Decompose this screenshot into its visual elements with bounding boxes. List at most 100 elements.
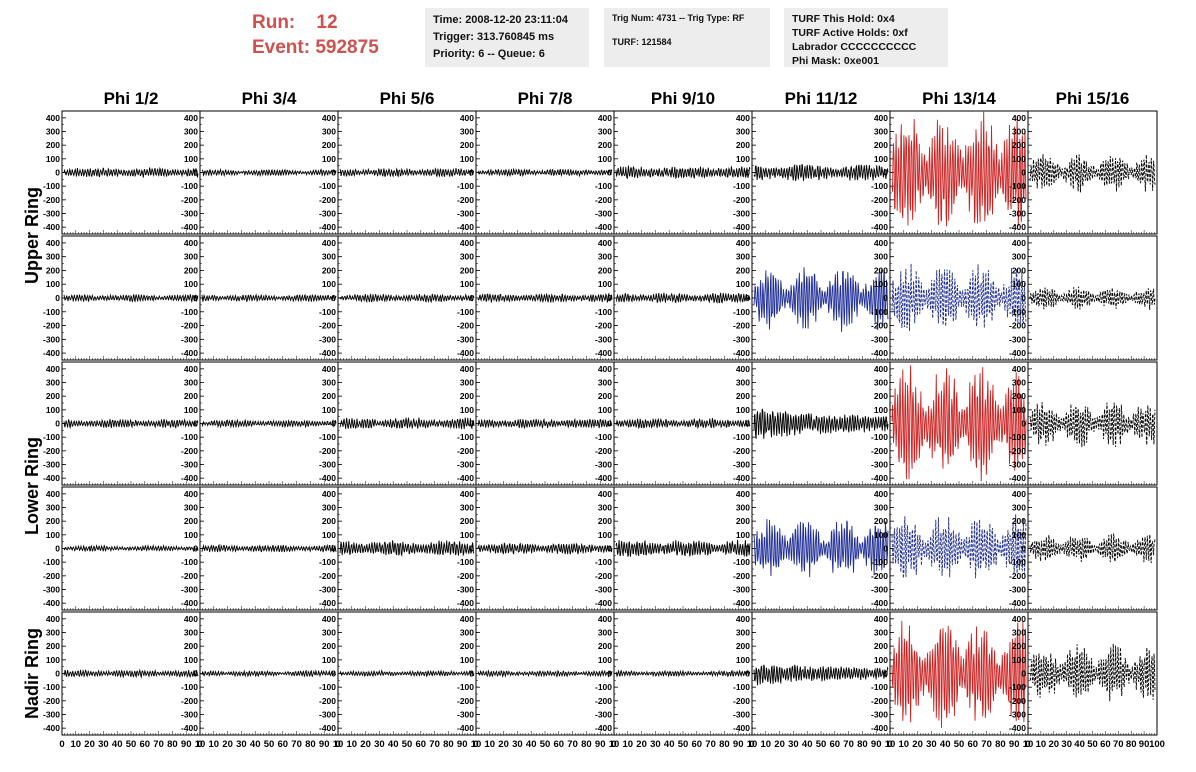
- y-tick-label: -300: [319, 209, 336, 219]
- y-tick-label: 200: [874, 140, 888, 150]
- y-tick-label: 0: [193, 544, 198, 554]
- y-tick-label: -200: [43, 446, 60, 456]
- waveform-trace: [339, 540, 475, 557]
- y-tick-label: -400: [733, 348, 750, 358]
- y-tick-label: -300: [457, 334, 474, 344]
- y-tick-label: 0: [883, 544, 888, 554]
- y-tick-label: -400: [457, 723, 474, 733]
- y-tick-label: 200: [322, 140, 336, 150]
- y-tick-label: 300: [46, 127, 60, 137]
- x-tick-label: 50: [1087, 739, 1098, 750]
- y-tick-label: -400: [181, 348, 198, 358]
- waveform-trace: [63, 668, 199, 679]
- x-tick-label: 10: [347, 739, 358, 750]
- y-tick-label: -400: [595, 473, 612, 483]
- y-tick-label: -400: [1009, 348, 1026, 358]
- y-tick-label: -300: [871, 585, 888, 595]
- y-tick-label: -100: [1009, 307, 1026, 317]
- y-tick-label: 100: [736, 279, 750, 289]
- waveform-panel: 400 300 200 100 0 -100 -200 -300 -400: [181, 110, 339, 235]
- y-tick-label: 200: [1012, 641, 1026, 651]
- waveform-panel: 400 300 200 100 0 -100 -200 -300 -400: [319, 486, 477, 611]
- y-tick-label: 0: [883, 168, 888, 178]
- y-tick-label: -200: [319, 571, 336, 581]
- y-tick-label: 400: [598, 113, 612, 123]
- waveform-panel: 400 300 200 100 0 -100 -200 -300 -400: [319, 361, 477, 486]
- waveform-trace: [891, 263, 1027, 332]
- trigger-text: Trigger: 313.760845 ms: [433, 31, 555, 43]
- ring-label: Nadir Ring: [22, 628, 42, 719]
- x-tick-label: 80: [1126, 739, 1137, 750]
- column-header: Phi 13/14: [922, 89, 996, 108]
- y-tick-label: -200: [43, 571, 60, 581]
- y-tick-label: -100: [871, 181, 888, 191]
- y-tick-label: -200: [871, 321, 888, 331]
- y-tick-label: -400: [43, 473, 60, 483]
- waveform-trace: [753, 267, 889, 332]
- y-tick-label: -200: [1009, 195, 1026, 205]
- x-tick-label: 60: [830, 739, 841, 750]
- y-tick-label: 0: [469, 544, 474, 554]
- y-tick-label: 200: [736, 391, 750, 401]
- y-tick-label: 0: [1021, 168, 1026, 178]
- y-tick-label: -200: [457, 195, 474, 205]
- y-tick-label: 400: [322, 238, 336, 248]
- y-tick-label: 100: [736, 530, 750, 540]
- y-tick-label: 300: [598, 378, 612, 388]
- y-tick-label: 400: [874, 489, 888, 499]
- y-tick-label: 0: [55, 419, 60, 429]
- y-tick-label: 400: [1012, 614, 1026, 624]
- y-tick-label: -300: [1009, 334, 1026, 344]
- y-tick-label: -300: [457, 710, 474, 720]
- y-tick-label: -200: [319, 321, 336, 331]
- y-tick-label: -200: [595, 696, 612, 706]
- x-tick-label: 40: [940, 739, 951, 750]
- y-tick-label: 400: [736, 489, 750, 499]
- y-tick-label: 0: [1021, 669, 1026, 679]
- y-tick-label: -200: [181, 696, 198, 706]
- y-tick-label: -400: [733, 473, 750, 483]
- x-tick-label: 0: [197, 739, 202, 750]
- y-tick-label: -300: [1009, 460, 1026, 470]
- waveform-trace: [477, 542, 613, 555]
- y-tick-label: 400: [460, 113, 474, 123]
- x-tick-label: 20: [498, 739, 509, 750]
- x-tick-label: 40: [112, 739, 123, 750]
- y-tick-label: 0: [607, 168, 612, 178]
- waveform-trace: [339, 417, 475, 430]
- y-tick-label: 300: [598, 628, 612, 638]
- y-tick-label: -400: [319, 348, 336, 358]
- y-tick-label: 200: [184, 391, 198, 401]
- turf-hold-text: TURF This Hold: 0x4: [792, 13, 895, 25]
- x-tick-label: 0: [887, 739, 892, 750]
- waveform-panel: 400 300 200 100 0 -100 -200 -300 -400: [595, 235, 753, 361]
- y-tick-label: -300: [43, 209, 60, 219]
- y-tick-label: 200: [598, 641, 612, 651]
- waveform-trace: [201, 418, 337, 429]
- y-tick-label: -300: [181, 460, 198, 470]
- x-tick-label: 10: [623, 739, 634, 750]
- waveform-trace: [891, 110, 1027, 227]
- y-tick-label: 400: [460, 614, 474, 624]
- x-tick-label: 60: [554, 739, 565, 750]
- y-tick-label: 0: [607, 669, 612, 679]
- y-tick-label: -300: [871, 460, 888, 470]
- y-tick-label: -400: [319, 598, 336, 608]
- y-tick-label: -100: [733, 307, 750, 317]
- y-tick-label: -100: [871, 682, 888, 692]
- y-tick-label: 0: [331, 544, 336, 554]
- y-tick-label: 100: [322, 655, 336, 665]
- y-tick-label: 300: [736, 503, 750, 513]
- y-tick-label: -100: [43, 557, 60, 567]
- y-tick-label: 0: [55, 544, 60, 554]
- y-tick-label: 300: [184, 127, 198, 137]
- y-tick-label: 400: [1012, 489, 1026, 499]
- y-tick-label: -400: [1009, 598, 1026, 608]
- y-tick-label: 0: [745, 544, 750, 554]
- y-tick-label: -100: [595, 682, 612, 692]
- y-tick-label: -100: [457, 557, 474, 567]
- trigger-info-box: Trig Num: 4731 -- Trig Type: RF TURF: 12…: [604, 8, 770, 67]
- y-tick-label: -300: [319, 710, 336, 720]
- y-tick-label: 300: [598, 252, 612, 262]
- y-tick-label: -200: [457, 696, 474, 706]
